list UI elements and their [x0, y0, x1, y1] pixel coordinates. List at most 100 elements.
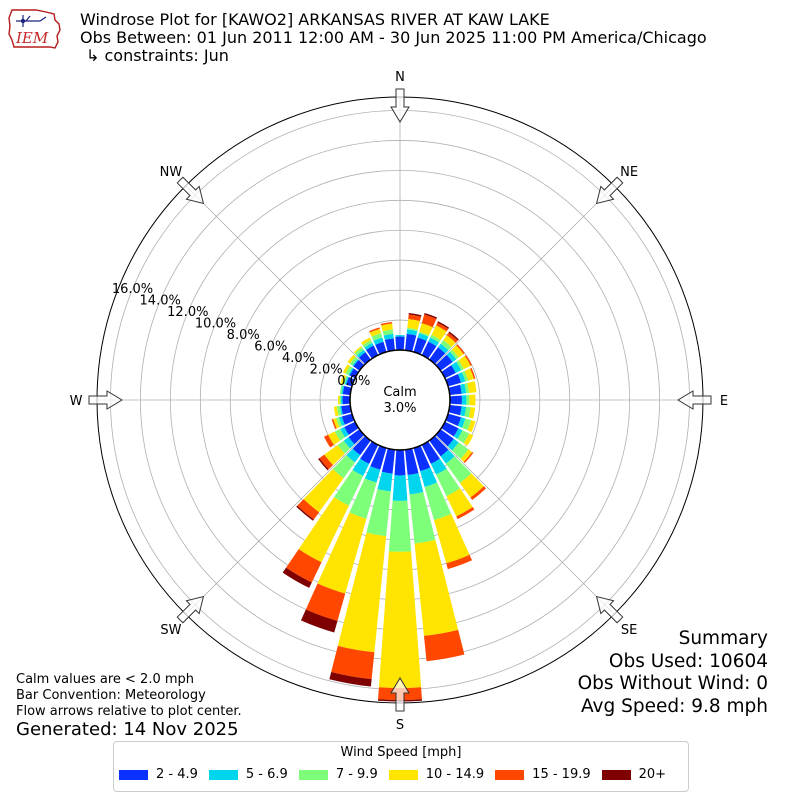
windrose-bar-segment [334, 428, 346, 441]
windrose-bar-segment [436, 322, 449, 332]
windrose-bar-segment [352, 358, 359, 367]
legend-label: 20+ [638, 767, 667, 782]
polar-labels: N NE E SE S SW W NW 0.0%2.0%4.0%6.0%8.0%10.0%12.… [70, 70, 729, 733]
windrose-bar-segment [369, 328, 382, 337]
grid-spoke [185, 435, 365, 615]
windrose-bar-segment [468, 407, 476, 419]
grid-spoke [435, 185, 615, 365]
windrose-bar-segment [344, 421, 359, 435]
legend-swatch [119, 769, 148, 780]
windrose-bar-segment [339, 395, 342, 405]
windrose-bar-segment [429, 347, 446, 365]
windrose-bar-segment [338, 416, 345, 427]
windrose-bar-segment [319, 454, 334, 470]
windrose-bar-segment [451, 345, 464, 358]
windrose-bar-segment [466, 394, 470, 406]
direction-label: W [70, 394, 83, 409]
windrose-bar-segment [318, 458, 329, 471]
windrose-bar-segment [433, 513, 470, 564]
windrose-bar-segment [458, 355, 471, 370]
flow-arrow-note: Flow arrows relative to plot center. [16, 704, 242, 719]
windrose-bar-segment [381, 448, 395, 474]
windrose-bar-segment [342, 364, 350, 374]
windrose-bar-segment [296, 505, 314, 521]
windrose-bar-segment [324, 445, 345, 466]
windrose-bar-segment [456, 506, 475, 520]
windrose-bar-segment [440, 449, 455, 464]
windrose-bar-segment [441, 421, 459, 437]
windrose-bar-segment [445, 413, 462, 427]
windrose-bar-segment [413, 337, 427, 355]
summary-title: Summary [678, 628, 768, 649]
windrose-bar-segment [461, 395, 467, 405]
windrose-bar-segment [435, 354, 453, 371]
radial-tick-label: 0.0% [337, 374, 370, 389]
windrose-bar-segment [342, 385, 352, 395]
radial-tick-label: 16.0% [112, 282, 153, 297]
windrose-bar-segment [463, 452, 474, 464]
legend-title: Wind Speed [mph] [340, 745, 462, 760]
windrose-bar-segment [428, 337, 440, 347]
windrose-bar-segment [461, 418, 472, 431]
windrose-bar-segment [440, 340, 452, 351]
windrose-bar-segment [414, 539, 459, 636]
windrose-bar-segment [349, 368, 359, 379]
windrose-bar-segment [360, 441, 379, 464]
grid-spoke [435, 435, 615, 615]
windrose-bar-segment [409, 492, 436, 544]
windrose-bar-segment [418, 331, 430, 337]
windrose-bar-segment [370, 445, 387, 470]
windrose-bar-segment [457, 430, 470, 444]
windrose-bar-segment [417, 333, 429, 341]
windrose-bar-segment [423, 629, 465, 662]
windrose-bar-segment [352, 435, 371, 456]
radial-tick-label: 4.0% [282, 351, 315, 366]
windrose-bar-segment [449, 349, 459, 360]
windrose-bar-segment [469, 394, 476, 406]
windrose-bar-segment [435, 429, 454, 447]
bar-convention-note: Bar Convention: Meteorology [16, 688, 206, 703]
legend-label: 7 - 9.9 [335, 767, 378, 782]
windrose-bar-segment [323, 434, 334, 448]
windrose-bar-segment [448, 384, 462, 395]
direction-label: E [720, 394, 728, 409]
windrose-bar-segment [344, 376, 349, 385]
radial-tick-label: 14.0% [140, 294, 181, 309]
radial-tick-label: 6.0% [254, 340, 287, 355]
windrose-bar-segment [333, 418, 340, 429]
windrose-bar-segment [341, 395, 343, 405]
legend-item: 15 - 19.9 [495, 767, 591, 782]
windrose-bar-segment [437, 321, 450, 329]
windrose-bar-segment [460, 406, 467, 417]
windrose-bar-segment [406, 329, 418, 336]
windrose-bar-segment [333, 406, 339, 417]
windrose-bar-segment [341, 405, 352, 415]
legend-item: 5 - 6.9 [208, 767, 288, 782]
windrose-bar-segment [337, 440, 351, 454]
flow-arrow-icon [677, 390, 712, 410]
windrose-bar-segment [369, 327, 380, 333]
windrose-bar-segment [438, 343, 449, 354]
calm-circle [349, 349, 451, 451]
windrose-bar-segment [377, 471, 393, 492]
windrose-bar-segment [392, 475, 408, 501]
windrose-bar-segment [464, 355, 472, 366]
windrose-bar-segment [356, 349, 366, 358]
calm-note: Calm values are < 2.0 mph [16, 672, 195, 687]
windrose-bar-segment [451, 361, 462, 374]
windrose-bar-segment [286, 549, 322, 583]
windrose-bar-segment [375, 341, 387, 355]
windrose-bar-segment [298, 497, 349, 563]
windrose-bar-segment [378, 551, 422, 689]
flow-arrow-icon [88, 390, 123, 410]
legend-swatch [208, 769, 238, 780]
windrose-bar-segment [341, 385, 345, 395]
windrose-bar-segment [338, 395, 340, 405]
windrose-bar-segment [421, 441, 440, 464]
windrose-bar-segment [408, 314, 422, 322]
windrose-bar-segment [430, 458, 447, 475]
windrose-bar-segment [470, 367, 476, 380]
windrose-bar-segment [457, 417, 466, 428]
windrose-bar-segment [282, 567, 312, 588]
chart-constraints: ↳ constraints: Jun [86, 46, 229, 65]
